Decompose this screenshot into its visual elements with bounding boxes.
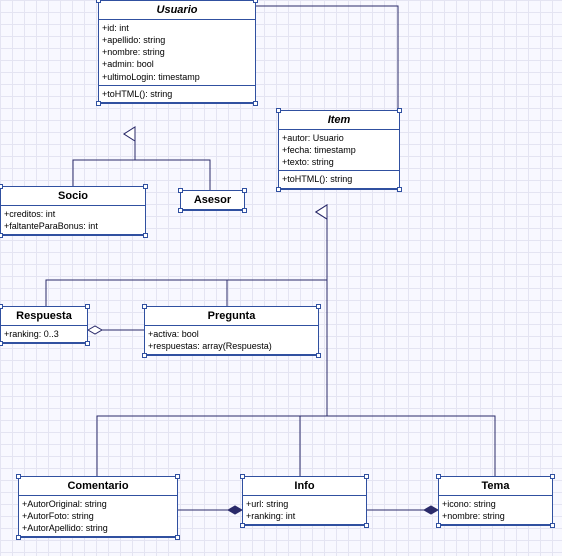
resize-handle[interactable] (175, 474, 180, 479)
attribute: +faltanteParaBonus: int (4, 220, 142, 232)
attribute: +AutorApellido: string (22, 522, 174, 534)
resize-handle[interactable] (0, 184, 3, 189)
attribute: +ranking: int (246, 510, 363, 522)
attribute: +fecha: timestamp (282, 144, 396, 156)
attributes-section: +id: int+apellido: string+nombre: string… (99, 20, 255, 86)
operations-section: +toHTML(): string (279, 171, 399, 188)
attributes-section: +icono: string+nombre: string (439, 496, 552, 525)
resize-handle[interactable] (178, 188, 183, 193)
attribute: +AutorFoto: string (22, 510, 174, 522)
class-name: Comentario (19, 477, 177, 496)
attribute: +AutorOriginal: string (22, 498, 174, 510)
attributes-section: +ranking: 0..3 (1, 326, 87, 343)
resize-handle[interactable] (143, 184, 148, 189)
class-name: Info (243, 477, 366, 496)
resize-handle[interactable] (175, 535, 180, 540)
class-info[interactable]: Info+url: string+ranking: int (242, 476, 367, 526)
class-name: Asesor (181, 191, 244, 210)
attributes-section: +activa: bool+respuestas: array(Respuest… (145, 326, 318, 355)
resize-handle[interactable] (142, 304, 147, 309)
resize-handle[interactable] (0, 304, 3, 309)
resize-handle[interactable] (397, 108, 402, 113)
attribute: +ranking: 0..3 (4, 328, 84, 340)
resize-handle[interactable] (16, 535, 21, 540)
attribute: +respuestas: array(Respuesta) (148, 340, 315, 352)
class-item[interactable]: Item+autor: Usuario+fecha: timestamp+tex… (278, 110, 400, 190)
class-socio[interactable]: Socio+creditos: int+faltanteParaBonus: i… (0, 186, 146, 236)
resize-handle[interactable] (276, 187, 281, 192)
attribute: +nombre: string (102, 46, 252, 58)
attributes-section: +url: string+ranking: int (243, 496, 366, 525)
resize-handle[interactable] (178, 208, 183, 213)
attribute: +nombre: string (442, 510, 549, 522)
resize-handle[interactable] (242, 188, 247, 193)
class-name: Socio (1, 187, 145, 206)
class-name: Respuesta (1, 307, 87, 326)
resize-handle[interactable] (240, 523, 245, 528)
resize-handle[interactable] (276, 108, 281, 113)
resize-handle[interactable] (96, 0, 101, 3)
operation: +toHTML(): string (102, 88, 252, 100)
resize-handle[interactable] (316, 353, 321, 358)
resize-handle[interactable] (397, 187, 402, 192)
attributes-section: +AutorOriginal: string+AutorFoto: string… (19, 496, 177, 537)
class-respuesta[interactable]: Respuesta +ranking: 0..3 (0, 306, 88, 344)
class-name: Item (279, 111, 399, 130)
class-pregunta[interactable]: Pregunta+activa: bool+respuestas: array(… (144, 306, 319, 356)
operations-section: +toHTML(): string (99, 86, 255, 103)
resize-handle[interactable] (253, 0, 258, 3)
attribute: +apellido: string (102, 34, 252, 46)
resize-handle[interactable] (253, 101, 258, 106)
resize-handle[interactable] (242, 208, 247, 213)
attribute: +id: int (102, 22, 252, 34)
class-tema[interactable]: Tema+icono: string+nombre: string (438, 476, 553, 526)
resize-handle[interactable] (316, 304, 321, 309)
resize-handle[interactable] (364, 523, 369, 528)
resize-handle[interactable] (85, 304, 90, 309)
class-comentario[interactable]: Comentario+AutorOriginal: string+AutorFo… (18, 476, 178, 538)
resize-handle[interactable] (550, 474, 555, 479)
resize-handle[interactable] (0, 233, 3, 238)
class-usuario[interactable]: Usuario+id: int+apellido: string+nombre:… (98, 0, 256, 104)
operation: +toHTML(): string (282, 173, 396, 185)
attributes-section: +creditos: int+faltanteParaBonus: int (1, 206, 145, 235)
class-name: Usuario (99, 1, 255, 20)
resize-handle[interactable] (436, 523, 441, 528)
attribute: +icono: string (442, 498, 549, 510)
resize-handle[interactable] (550, 523, 555, 528)
resize-handle[interactable] (364, 474, 369, 479)
resize-handle[interactable] (96, 101, 101, 106)
attribute: +creditos: int (4, 208, 142, 220)
resize-handle[interactable] (0, 341, 3, 346)
attributes-section: +autor: Usuario+fecha: timestamp+texto: … (279, 130, 399, 171)
resize-handle[interactable] (85, 341, 90, 346)
diagram-canvas: Usuario+id: int+apellido: string+nombre:… (0, 0, 562, 556)
attribute: +autor: Usuario (282, 132, 396, 144)
attribute: +activa: bool (148, 328, 315, 340)
attribute: +texto: string (282, 156, 396, 168)
resize-handle[interactable] (16, 474, 21, 479)
attribute: +admin: bool (102, 58, 252, 70)
attribute: +ultimoLogin: timestamp (102, 71, 252, 83)
class-asesor[interactable]: Asesor (180, 190, 245, 211)
class-name: Pregunta (145, 307, 318, 326)
attribute: +url: string (246, 498, 363, 510)
resize-handle[interactable] (143, 233, 148, 238)
resize-handle[interactable] (142, 353, 147, 358)
resize-handle[interactable] (240, 474, 245, 479)
class-name: Tema (439, 477, 552, 496)
resize-handle[interactable] (436, 474, 441, 479)
